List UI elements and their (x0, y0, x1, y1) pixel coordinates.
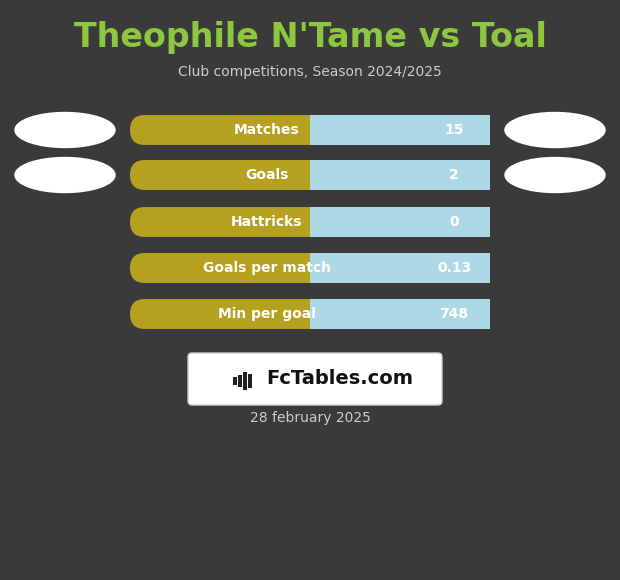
Text: Theophile N'Tame vs Toal: Theophile N'Tame vs Toal (74, 21, 546, 55)
Bar (310, 160, 490, 190)
Ellipse shape (15, 158, 115, 193)
Bar (310, 115, 490, 145)
FancyBboxPatch shape (130, 115, 490, 145)
Bar (238, 375, 242, 387)
Ellipse shape (15, 113, 115, 147)
Bar (310, 207, 490, 237)
FancyBboxPatch shape (130, 207, 490, 237)
Text: 0.13: 0.13 (437, 261, 471, 275)
Text: Club competitions, Season 2024/2025: Club competitions, Season 2024/2025 (178, 65, 442, 79)
Text: 15: 15 (445, 123, 464, 137)
FancyBboxPatch shape (130, 253, 490, 283)
Text: 0: 0 (449, 215, 459, 229)
Text: Min per goal: Min per goal (218, 307, 316, 321)
Text: Goals per match: Goals per match (203, 261, 331, 275)
Text: 2: 2 (449, 168, 459, 182)
Text: Matches: Matches (234, 123, 299, 137)
Text: Hattricks: Hattricks (231, 215, 303, 229)
Text: FcTables.com: FcTables.com (267, 369, 414, 389)
FancyBboxPatch shape (130, 299, 490, 329)
FancyBboxPatch shape (295, 207, 490, 237)
Bar (295, 253, 310, 283)
Text: 28 february 2025: 28 february 2025 (250, 411, 370, 425)
Bar (310, 299, 490, 329)
FancyBboxPatch shape (130, 160, 490, 190)
FancyBboxPatch shape (295, 115, 490, 145)
Ellipse shape (505, 113, 605, 147)
Bar (295, 160, 310, 190)
Bar (295, 115, 310, 145)
Bar (248, 374, 252, 388)
Bar (310, 253, 490, 283)
Bar (295, 299, 310, 329)
Text: Goals: Goals (245, 168, 288, 182)
FancyBboxPatch shape (295, 299, 490, 329)
Bar (243, 372, 247, 390)
FancyBboxPatch shape (295, 253, 490, 283)
FancyBboxPatch shape (295, 160, 490, 190)
Text: 748: 748 (440, 307, 469, 321)
FancyBboxPatch shape (188, 353, 442, 405)
Ellipse shape (505, 158, 605, 193)
Bar (233, 377, 237, 385)
Bar (295, 207, 310, 237)
